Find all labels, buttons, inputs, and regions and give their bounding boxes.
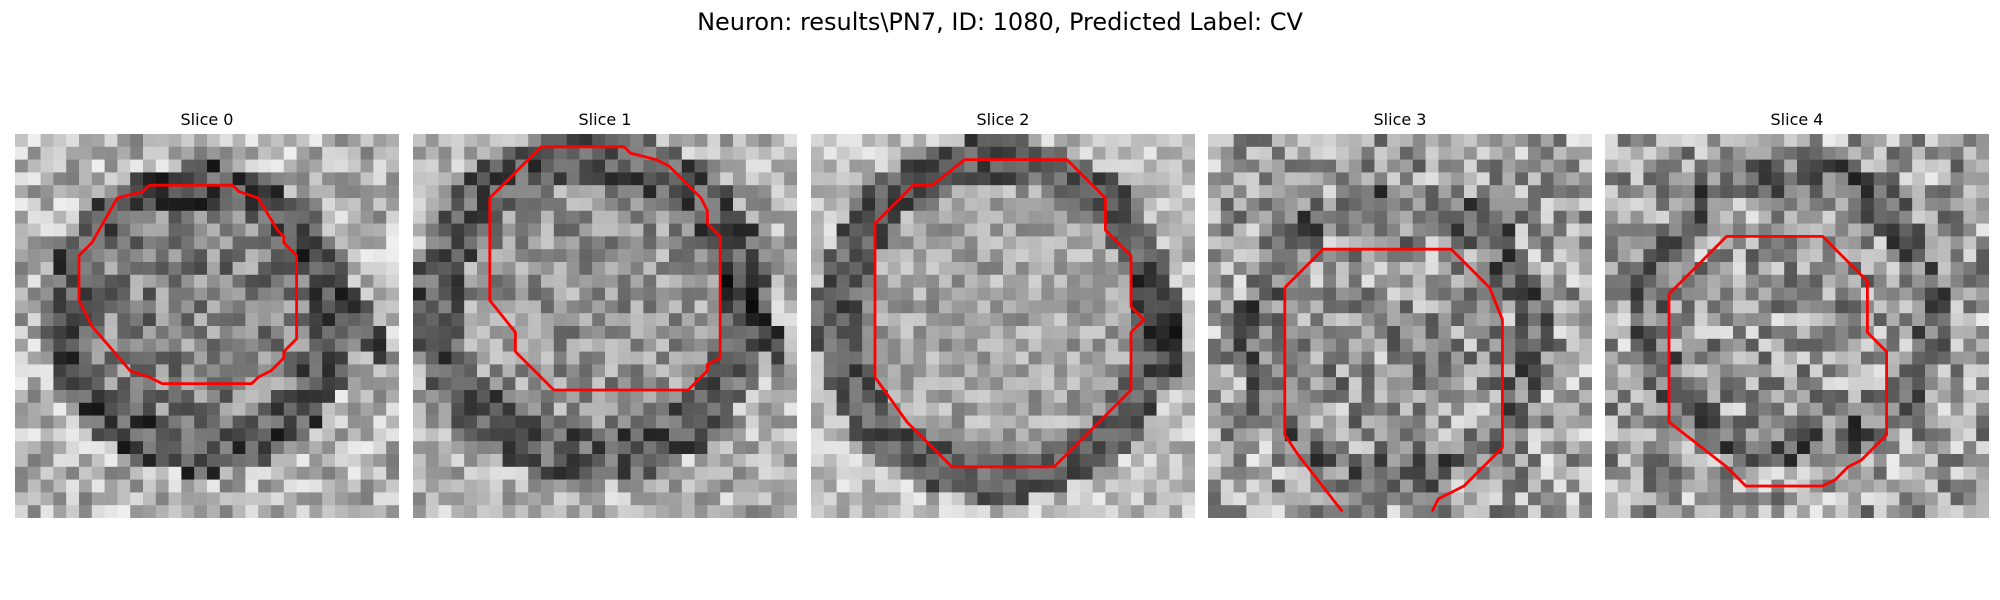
slice-panel-3: Slice 3 (1208, 110, 1592, 518)
slice-panel-2: Slice 2 (811, 110, 1195, 518)
slice-panel-1: Slice 1 (413, 110, 797, 518)
slice-image-2 (811, 134, 1195, 518)
slice-title-1: Slice 1 (578, 110, 632, 129)
slice-image-0 (15, 134, 399, 518)
slice-image-3 (1208, 134, 1592, 518)
figure-title: Neuron: results\PN7, ID: 1080, Predicted… (697, 8, 1303, 36)
slice-title-2: Slice 2 (976, 110, 1030, 129)
contour-outline-3 (1283, 247, 1504, 513)
slice-title-3: Slice 3 (1373, 110, 1427, 129)
slice-image-4 (1605, 134, 1989, 518)
slice-image-1 (413, 134, 797, 518)
slice-title-4: Slice 4 (1770, 110, 1824, 129)
slice-panel-0: Slice 0 (15, 110, 399, 518)
slice-panel-4: Slice 4 (1605, 110, 1989, 518)
contour-outline-0 (77, 183, 299, 386)
contour-outline-3-left (1283, 287, 1344, 513)
contour-outline-2 (873, 158, 1146, 469)
slice-title-0: Slice 0 (180, 110, 234, 129)
contour-outline-1 (488, 145, 722, 392)
contour-outline-4 (1667, 234, 1889, 488)
